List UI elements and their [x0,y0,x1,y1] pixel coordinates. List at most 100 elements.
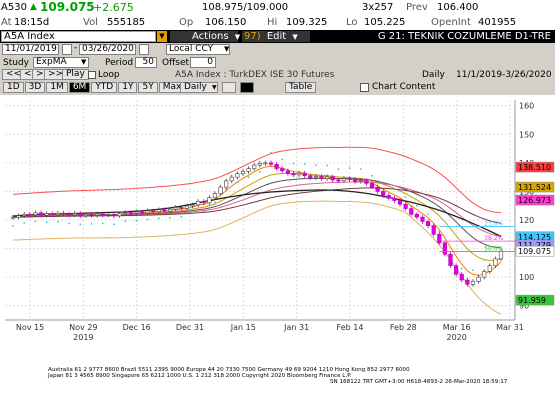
period-button-6m[interactable]: 6M [68,82,91,93]
sar-dot [34,220,37,223]
calendar-icon[interactable] [62,44,72,55]
security-dropdown-icon[interactable]: ▼ [157,31,167,42]
start-date-input[interactable]: 11/01/2019 [2,44,59,55]
sar-dot [214,201,216,204]
quote-bar-2: At 18:15d Vol 555185 Op 106.150 Hi 109.3… [0,14,555,30]
price-tag-label: 114.125 [518,233,551,242]
chevron-down-icon: ▼ [234,33,241,41]
end-date-input[interactable]: 03/26/2020 [79,44,136,55]
period-button-1m[interactable]: 1M [46,82,68,93]
line-chart-button[interactable] [240,82,254,93]
chart-content-icon[interactable] [360,83,369,92]
y-tick-label: 120 [519,216,534,225]
date-range-label: 11/1/2019-3/26/2020 [456,70,552,80]
candle-body [33,212,38,216]
price-tag-label: 91.959 [518,296,546,305]
play-button[interactable]: Play [62,69,89,80]
chevron-down-icon: ▼ [292,33,298,41]
candle-body [10,216,16,219]
candle-body [459,273,464,281]
offset-input[interactable]: 0 [190,57,216,68]
candle-body [431,225,436,235]
candle-body [212,193,218,199]
x-tick-label: Dec 31 [176,323,204,332]
sar-dot [393,188,396,191]
sar-dot [191,212,194,215]
candle-body [414,213,419,218]
period-input[interactable]: 50 [135,57,157,68]
lower-band-line [12,200,502,315]
edit-menu[interactable]: 97) Edit ▼ [242,31,310,42]
vol-label: Vol [83,16,98,28]
period-button-1y[interactable]: 1Y [118,82,138,93]
candle-body [425,221,431,227]
low-value: 105.225 [364,16,406,28]
range-dash: - [74,43,78,53]
candle-body [145,210,150,214]
security-field[interactable]: A5A Index [1,31,156,42]
candle-body [420,216,425,222]
candle-body [330,176,335,181]
period-button-1d[interactable]: 1D [3,82,24,93]
period-button-3d[interactable]: 3D [24,82,46,93]
sar-dot [23,221,26,224]
chart-background [0,95,555,400]
openint-label: OpenInt [431,16,471,28]
sar-dot [169,216,171,219]
candle-body [487,265,492,272]
loop-checkbox[interactable] [88,71,96,79]
candle-body [482,271,487,278]
frequency-select[interactable]: Daily [180,82,218,93]
candle-body [184,205,189,209]
low-label: Lo [346,16,358,28]
bid-ask: 108.975/109.000 [202,1,289,13]
candle-body [156,209,161,213]
sar-dot [483,259,486,261]
candle-body [224,180,229,188]
arrow-up-icon: ▲ [30,2,37,12]
candle-body [50,213,55,216]
high-value: 109.325 [286,16,328,28]
candle-body [296,172,302,176]
vol-value: 555185 [107,16,146,28]
candle-body [493,258,498,267]
candle-body [196,201,201,206]
sar-dot [157,217,160,220]
candle-body [386,195,391,199]
chevron-down-icon[interactable]: ▼ [81,58,87,66]
price-tag-label: 126.973 [518,196,551,205]
candle-body [280,168,285,172]
candle-body [437,233,442,244]
sar-dot [12,224,14,227]
candle-body [308,175,313,179]
actions-menu[interactable]: Actions ▼ [170,31,241,42]
candle-body [319,176,324,179]
fib-label: 23.6% [484,221,503,228]
sar-dot [236,181,239,184]
period-button-5y[interactable]: 5Y [138,82,158,93]
y-tick-label: 160 [519,102,534,111]
play-bar: << < > >> Play Loop A5A Index : TurkDEX … [0,69,555,81]
chart-type-button[interactable] [222,82,236,93]
candle-body [397,200,403,205]
fib-label: 38.2% [484,235,503,242]
chart-content-button[interactable]: Chart Content [372,82,436,92]
date-range-bar: 11/01/2019 - 03/26/2020 Local CCY ▼ [0,43,555,56]
candle-body [55,212,60,215]
candle-body [448,253,453,267]
study-select[interactable]: ExpMA [33,57,89,68]
chevron-down-icon[interactable]: ▼ [212,84,217,91]
calendar-icon[interactable] [139,44,149,55]
candle-body [128,212,133,214]
candle-body [117,213,122,217]
sar-dot [56,220,59,223]
candle-body [240,171,246,175]
period-button-ytd[interactable]: YTD [91,82,118,93]
year-label: 2020 [446,333,466,342]
candle-body [134,211,139,214]
table-button[interactable]: Table [285,82,317,93]
currency-select[interactable]: Local CCY [166,44,230,55]
chevron-down-icon[interactable]: ▼ [224,45,230,53]
